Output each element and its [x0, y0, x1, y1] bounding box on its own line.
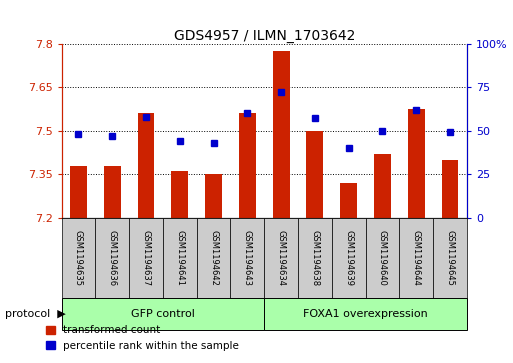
Text: GSM1194637: GSM1194637: [142, 230, 150, 286]
Bar: [272, 51, 289, 218]
Text: GFP control: GFP control: [131, 309, 195, 319]
Text: GSM1194636: GSM1194636: [108, 230, 117, 286]
Bar: [374, 154, 391, 218]
Text: GSM1194644: GSM1194644: [411, 230, 421, 286]
Bar: [171, 171, 188, 218]
Text: GSM1194638: GSM1194638: [310, 230, 320, 286]
Text: GSM1194642: GSM1194642: [209, 230, 218, 286]
Legend: transformed count, percentile rank within the sample: transformed count, percentile rank withi…: [46, 325, 239, 351]
Text: GSM1194640: GSM1194640: [378, 230, 387, 286]
Bar: [137, 113, 154, 218]
Bar: [340, 183, 357, 218]
Bar: [205, 174, 222, 218]
Bar: [104, 166, 121, 218]
Text: GSM1194641: GSM1194641: [175, 230, 184, 286]
Text: GSM1194645: GSM1194645: [445, 230, 455, 286]
Text: GSM1194635: GSM1194635: [74, 230, 83, 286]
Text: GSM1194643: GSM1194643: [243, 230, 252, 286]
Text: protocol  ▶: protocol ▶: [5, 309, 66, 319]
Bar: [70, 166, 87, 218]
Text: GSM1194639: GSM1194639: [344, 230, 353, 286]
Bar: [408, 109, 425, 218]
Text: FOXA1 overexpression: FOXA1 overexpression: [303, 309, 428, 319]
Bar: [306, 131, 323, 218]
Text: GSM1194634: GSM1194634: [277, 230, 286, 286]
Bar: [442, 160, 459, 218]
Title: GDS4957 / ILMN_1703642: GDS4957 / ILMN_1703642: [173, 29, 355, 42]
Bar: [239, 113, 256, 218]
